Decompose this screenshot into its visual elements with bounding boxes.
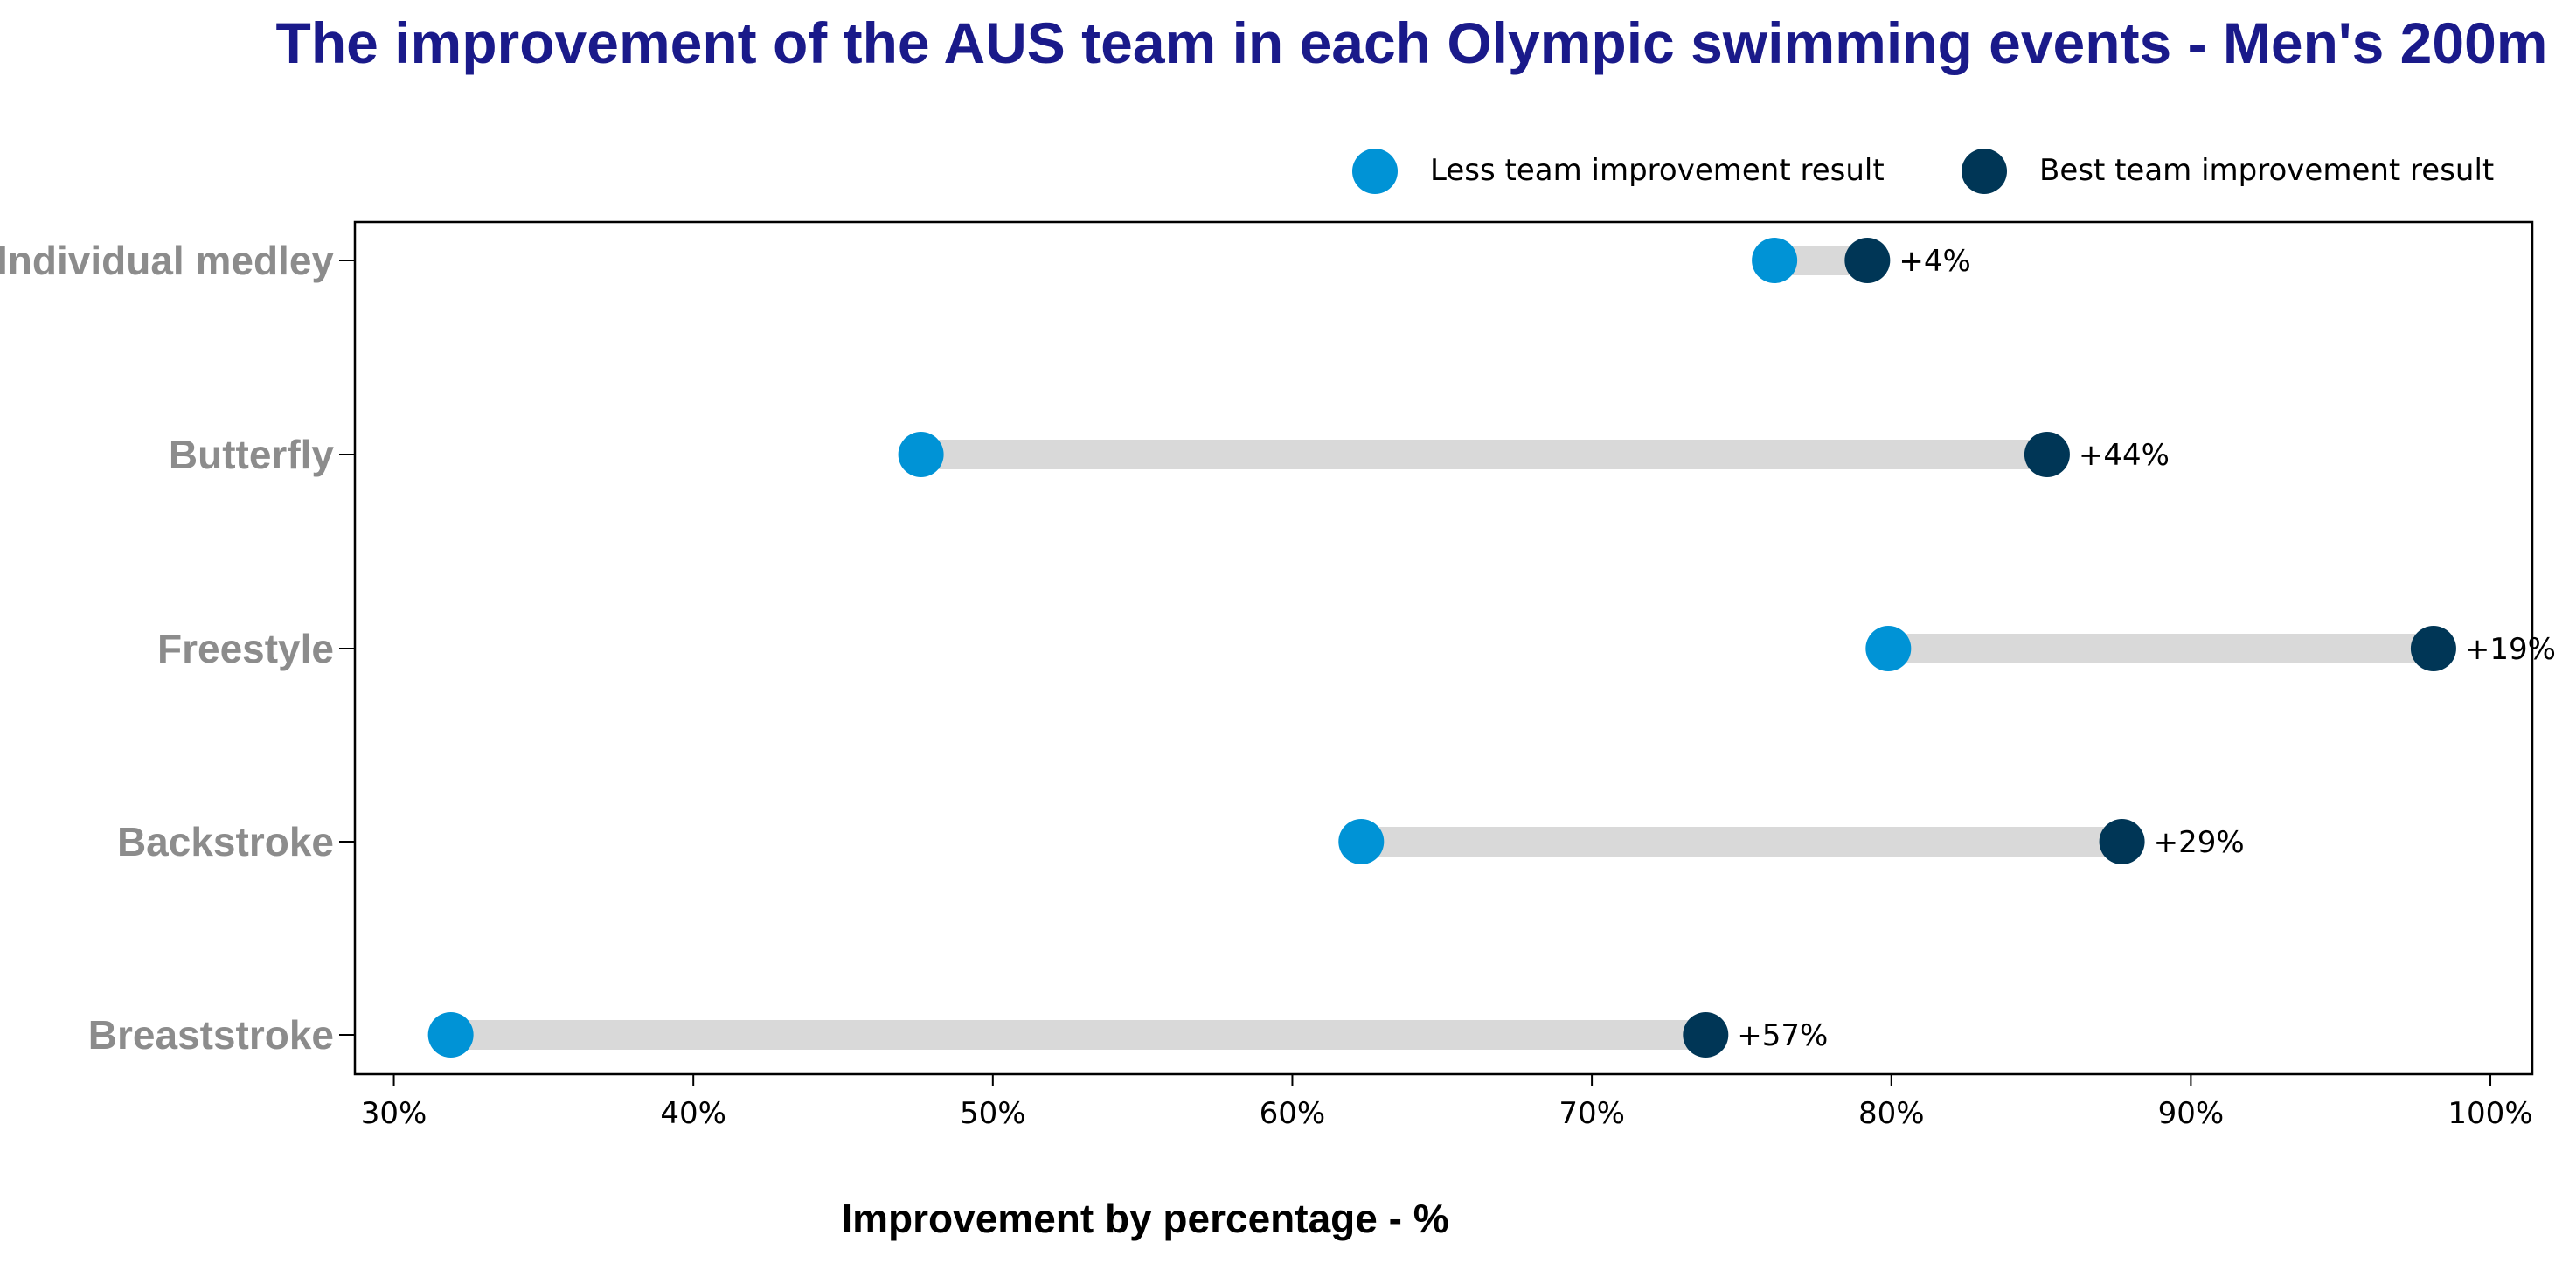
legend: Less team improvement result Best team i…	[1352, 149, 2494, 194]
annotation-2: +19%	[2465, 632, 2556, 667]
marker-best-2	[2410, 626, 2456, 671]
markers	[427, 238, 2456, 1058]
marker-less-2	[1865, 626, 1912, 671]
marker-less-4	[427, 1012, 474, 1058]
annotation-1: +44%	[2079, 438, 2170, 473]
marker-best-0	[1844, 238, 1891, 283]
x-tick-label-6: 90%	[2158, 1096, 2225, 1131]
x-tick-label-5: 80%	[1858, 1096, 1925, 1131]
annotations: +4% +44% +19% +29% +57%	[1737, 244, 2556, 1053]
marker-less-1	[898, 432, 944, 477]
chart-title: The improvement of the AUS team in each …	[276, 10, 2548, 75]
x-tick-label-0: 30%	[361, 1096, 427, 1131]
annotation-3: +29%	[2154, 825, 2245, 860]
category-label-3: Backstroke	[117, 819, 334, 864]
marker-less-3	[1338, 819, 1385, 864]
legend-marker-less	[1352, 149, 1398, 194]
marker-best-4	[1683, 1012, 1729, 1058]
x-axis: 30% 40% 50% 60% 70% 80% 90% 100%	[361, 1074, 2533, 1131]
category-label-4: Breaststroke	[88, 1012, 334, 1058]
legend-label-best: Best team improvement result	[2039, 153, 2494, 188]
legend-marker-best	[1962, 149, 2007, 194]
x-axis-label: Improvement by percentage - %	[841, 1196, 1448, 1241]
category-label-1: Butterfly	[169, 432, 335, 477]
x-tick-label-2: 50%	[960, 1096, 1026, 1131]
x-tick-label-4: 70%	[1559, 1096, 1625, 1131]
category-label-2: Freestyle	[157, 626, 334, 671]
x-tick-label-3: 60%	[1260, 1096, 1326, 1131]
marker-best-3	[2099, 819, 2145, 864]
marker-less-0	[1752, 238, 1798, 283]
x-tick-label-7: 100%	[2448, 1096, 2532, 1131]
category-labels: Individual medley Butterfly Freestyle Backs…	[0, 238, 355, 1058]
x-tick-label-1: 40%	[660, 1096, 726, 1131]
annotation-4: +57%	[1737, 1018, 1828, 1053]
legend-label-less: Less team improvement result	[1430, 153, 1885, 188]
connectors	[450, 246, 2434, 1050]
annotation-0: +4%	[1899, 244, 1970, 279]
category-label-0: Individual medley	[0, 238, 334, 283]
marker-best-1	[2024, 432, 2070, 477]
